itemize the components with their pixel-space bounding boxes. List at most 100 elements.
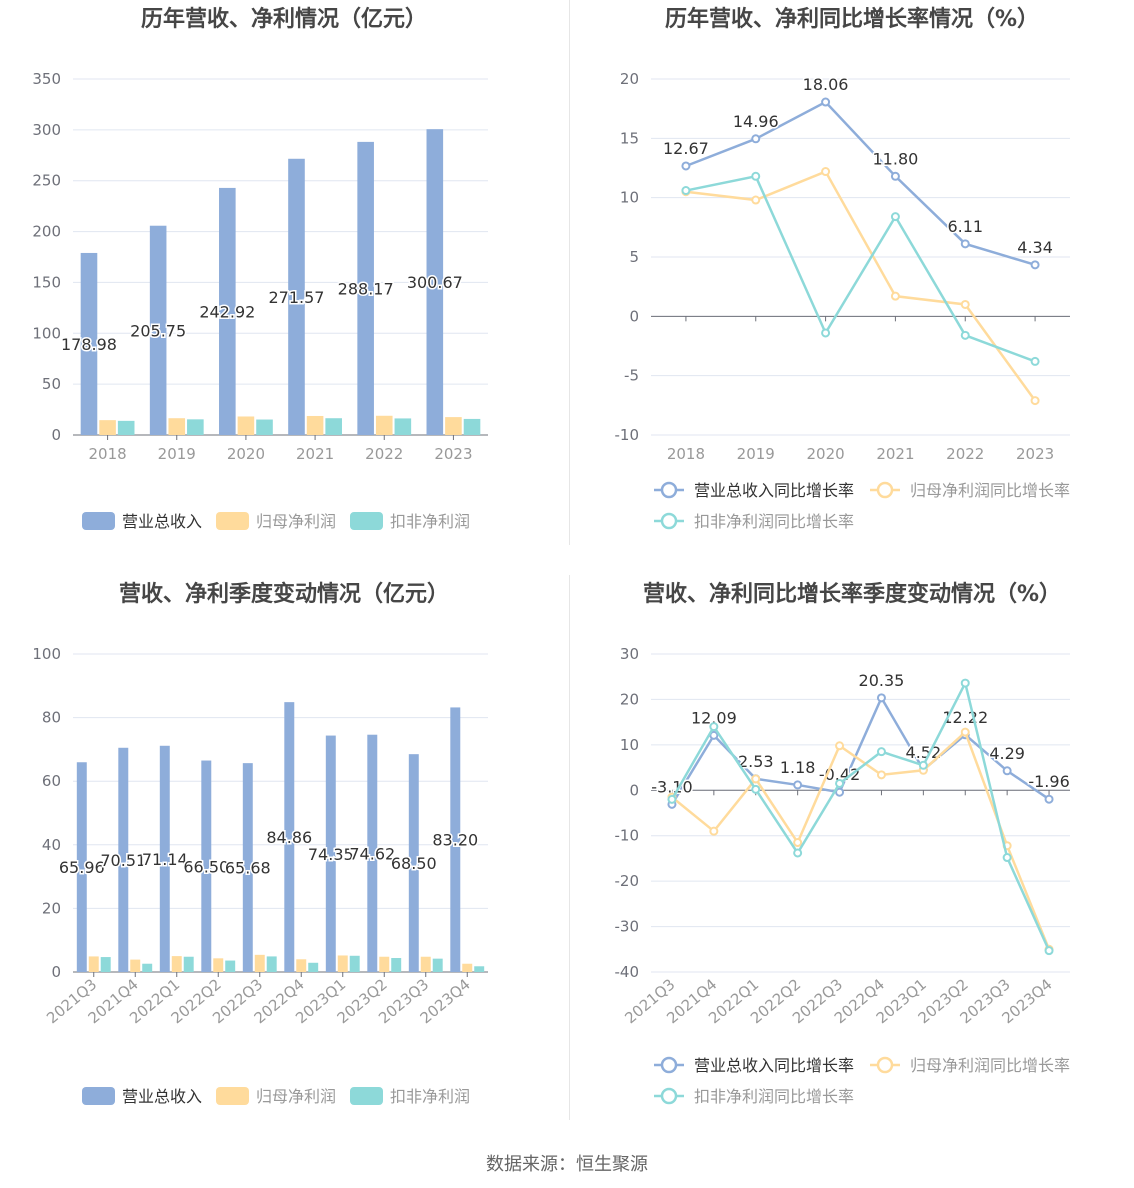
bar-net-profit [171, 956, 182, 972]
y-tick-label: 20 [620, 690, 639, 708]
bar-value-label: 70.51 [100, 851, 146, 870]
x-tick-label: 2023 [434, 445, 472, 463]
bar-value-label: 205.75 [130, 321, 186, 340]
bar-revenue [242, 763, 253, 972]
bar-net-profit [462, 963, 473, 972]
line-point [960, 239, 970, 249]
legend-label: 营业总收入同比增长率 [694, 1056, 854, 1075]
y-tick-label: -10 [615, 827, 640, 845]
bar-deducted-profit [463, 418, 481, 435]
line-value-label: 20.35 [859, 671, 905, 690]
y-tick-label: -5 [624, 367, 639, 385]
line-point [1002, 853, 1012, 863]
legend-label: 归母净利润 [256, 512, 336, 531]
bar-deducted-profit [394, 418, 412, 435]
bar-net-profit [379, 956, 390, 972]
legend-label: 归母净利润同比增长率 [910, 1056, 1070, 1075]
legend-swatch [82, 1087, 115, 1105]
y-tick-label: 15 [620, 129, 639, 147]
line-point [751, 134, 761, 144]
bar-revenue [159, 745, 170, 972]
y-tick-label: -20 [615, 872, 640, 890]
x-tick-label: 2019 [737, 445, 775, 463]
legend-label: 扣非净利润 [390, 512, 470, 531]
bar-revenue [219, 187, 236, 435]
line-value-label: 11.80 [873, 149, 919, 168]
legend-swatch [350, 512, 383, 530]
chart-title: 营收、净利季度变动情况（亿元） [119, 581, 449, 607]
line-value-label: 4.34 [1017, 238, 1053, 257]
line-series-1 [671, 729, 1051, 950]
legend-label: 扣非净利润同比增长率 [694, 1087, 854, 1106]
line-point [960, 299, 970, 309]
legend-marker [876, 481, 894, 499]
bar-deducted-profit [100, 957, 111, 972]
bar-deducted-profit [183, 956, 194, 972]
bar-revenue [426, 129, 444, 435]
bar-revenue [149, 225, 167, 435]
line-point [835, 741, 845, 751]
y-tick-label: 50 [42, 375, 61, 393]
x-tick-label: 2020 [806, 445, 844, 463]
line-point [835, 787, 845, 797]
bar-deducted-profit [391, 958, 402, 972]
y-tick-label: 20 [620, 70, 639, 88]
bar-net-profit [337, 955, 348, 972]
bar-value-label: 83.20 [432, 831, 478, 850]
line-point [876, 693, 886, 703]
bar-value-label: 66.50 [183, 857, 229, 876]
line-series-0 [685, 100, 1036, 267]
legend-marker [660, 512, 678, 530]
bar-net-profit [254, 954, 265, 972]
y-tick-label: -40 [615, 963, 640, 981]
bar-revenue [284, 702, 295, 972]
annual-amounts-chart: 历年营收、净利情况（亿元） 0 50 100 150 200 250 300 350 2018 20… [32, 6, 488, 531]
line-series-2 [670, 679, 1051, 952]
bar-revenue [408, 754, 419, 972]
line-point [890, 171, 900, 181]
legend-marker [660, 481, 678, 499]
bar-net-profit [168, 418, 186, 435]
line-point [821, 328, 831, 338]
x-tick-label: 2019 [158, 445, 196, 463]
line-value-label: 14.96 [733, 112, 779, 131]
bar-value-label: 74.62 [349, 844, 395, 863]
chart-title: 历年营收、净利情况（亿元） [141, 6, 427, 32]
bar-revenue [80, 252, 98, 435]
bar-revenue [325, 735, 336, 972]
bar-net-profit [237, 416, 255, 435]
bar-deducted-profit [349, 955, 360, 972]
line-point [960, 678, 970, 688]
bar-value-label: 65.68 [225, 859, 271, 878]
bar-net-profit [99, 420, 116, 435]
bar-deducted-profit [325, 418, 342, 435]
x-tick-label: 2022 [365, 445, 403, 463]
line-point [681, 186, 691, 196]
bar-net-profit [296, 959, 307, 972]
legend-marker [660, 1056, 678, 1074]
quarterly-amounts-chart: 营收、净利季度变动情况（亿元）0204060801002021Q32021Q42… [32, 581, 488, 1106]
bar-value-label: 242.92 [199, 302, 255, 321]
bar-value-label: 71.14 [142, 850, 188, 869]
line-point [751, 171, 761, 181]
y-tick-label: 80 [42, 709, 61, 727]
bar-value-label: 271.57 [268, 288, 324, 307]
line-point [709, 722, 719, 732]
bar-deducted-profit [308, 962, 319, 972]
bar-revenue [450, 707, 461, 972]
bar-revenue [357, 141, 374, 435]
line-point [709, 826, 719, 836]
line-point [1044, 946, 1054, 956]
y-tick-label: 300 [32, 121, 61, 139]
line-value-label: 2.53 [738, 752, 774, 771]
y-tick-label: 150 [32, 273, 61, 291]
bar-deducted-profit [474, 966, 485, 972]
line-point [793, 838, 803, 848]
bar-revenue [201, 760, 212, 972]
line-point [751, 195, 761, 205]
bar-value-label: 74.35 [308, 845, 354, 864]
line-point [793, 780, 803, 790]
bar-value-label: 288.17 [338, 279, 394, 298]
panel-divider-top [569, 0, 570, 545]
line-point [890, 212, 900, 222]
